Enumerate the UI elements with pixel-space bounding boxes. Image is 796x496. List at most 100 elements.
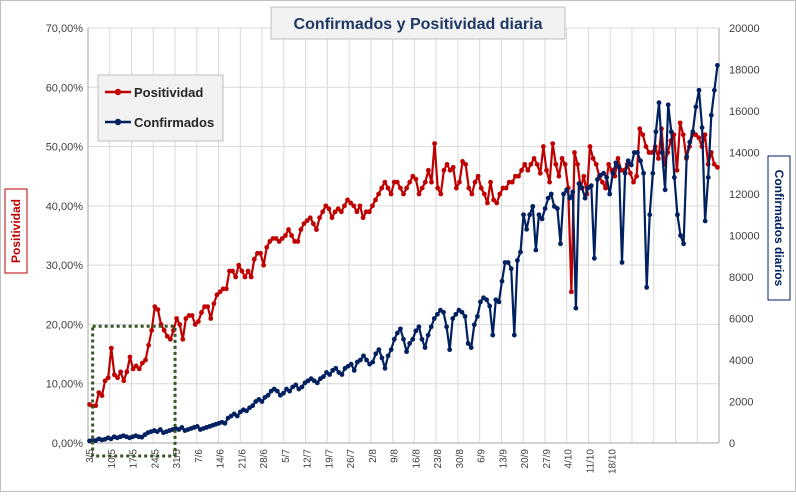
data-point-confirmados bbox=[699, 125, 705, 130]
data-point-positividad bbox=[301, 221, 307, 227]
data-point-positividad bbox=[307, 215, 313, 221]
data-point-confirmados bbox=[711, 87, 717, 93]
data-point-confirmados bbox=[641, 170, 646, 176]
data-point-confirmados bbox=[561, 191, 566, 197]
data-point-confirmados bbox=[499, 278, 505, 284]
data-point-positividad bbox=[522, 161, 528, 167]
x-tick-label: 19/7 bbox=[324, 449, 335, 469]
data-point-positividad bbox=[239, 268, 245, 274]
data-point-positividad bbox=[447, 167, 453, 173]
data-point-positividad bbox=[544, 167, 549, 173]
data-point-positividad bbox=[149, 327, 155, 333]
data-point-positividad bbox=[273, 236, 279, 241]
chart-title: Confirmados y Positividad diaria bbox=[270, 6, 566, 40]
data-point-positividad bbox=[93, 403, 99, 409]
data-point-confirmados bbox=[431, 316, 437, 321]
data-point-positividad bbox=[214, 292, 220, 298]
data-point-confirmados bbox=[428, 324, 434, 330]
data-point-positividad bbox=[702, 132, 708, 138]
data-point-confirmados bbox=[511, 332, 517, 338]
data-point-positividad bbox=[286, 227, 291, 232]
data-point-positividad bbox=[233, 274, 239, 280]
data-point-positividad bbox=[472, 179, 478, 185]
data-point-confirmados bbox=[656, 100, 662, 106]
y-left-tick-label: 60,00% bbox=[46, 82, 84, 94]
data-point-confirmados bbox=[595, 177, 600, 182]
data-point-positividad bbox=[422, 179, 428, 185]
data-point-positividad bbox=[466, 185, 472, 191]
data-point-positividad bbox=[606, 161, 612, 167]
data-point-confirmados bbox=[382, 365, 388, 371]
data-point-confirmados bbox=[222, 420, 228, 426]
data-point-positividad bbox=[152, 304, 158, 310]
data-point-confirmados bbox=[671, 175, 677, 180]
data-point-positividad bbox=[335, 206, 341, 212]
data-point-positividad bbox=[236, 262, 242, 268]
data-point-positividad bbox=[245, 268, 251, 274]
data-point-confirmados bbox=[265, 392, 271, 398]
data-point-confirmados bbox=[398, 326, 403, 332]
data-point-positividad bbox=[121, 378, 127, 384]
y-left-tick-label: 30,00% bbox=[46, 260, 84, 272]
data-point-positividad bbox=[124, 369, 130, 375]
data-point-positividad bbox=[581, 173, 587, 179]
data-point-positividad bbox=[167, 336, 173, 342]
data-point-positividad bbox=[289, 233, 294, 238]
data-point-confirmados bbox=[690, 129, 696, 135]
x-tick-label: 2/8 bbox=[368, 449, 379, 463]
data-point-positividad bbox=[373, 197, 378, 203]
data-point-positividad bbox=[603, 185, 608, 191]
data-point-confirmados bbox=[234, 413, 240, 419]
data-point-confirmados bbox=[401, 336, 406, 342]
data-point-positividad bbox=[463, 161, 469, 167]
data-point-confirmados bbox=[453, 311, 459, 317]
series-layer bbox=[87, 62, 720, 444]
data-point-positividad bbox=[345, 197, 350, 203]
data-point-positividad bbox=[161, 327, 167, 333]
data-point-confirmados bbox=[410, 336, 416, 342]
data-point-positividad bbox=[102, 378, 108, 384]
data-point-positividad bbox=[460, 158, 465, 164]
data-point-positividad bbox=[444, 161, 450, 167]
data-point-positividad bbox=[491, 197, 497, 203]
data-point-positividad bbox=[494, 200, 500, 206]
data-point-positividad bbox=[205, 304, 211, 310]
data-point-confirmados bbox=[484, 297, 490, 303]
data-point-positividad bbox=[217, 289, 223, 295]
data-point-positividad bbox=[199, 310, 204, 315]
data-point-confirmados bbox=[459, 309, 465, 315]
data-point-confirmados bbox=[521, 212, 526, 218]
data-point-confirmados bbox=[444, 324, 449, 330]
data-point-confirmados bbox=[558, 241, 563, 247]
data-point-positividad bbox=[488, 179, 493, 185]
x-tick-label: 3/5 bbox=[85, 449, 96, 463]
legend-swatch-marker bbox=[114, 88, 122, 96]
data-point-confirmados bbox=[299, 384, 305, 390]
data-point-positividad bbox=[379, 185, 385, 191]
data-point-positividad bbox=[531, 156, 537, 161]
x-tick-label: 18/10 bbox=[607, 449, 618, 474]
data-point-confirmados bbox=[601, 170, 606, 176]
data-point-confirmados bbox=[379, 355, 385, 361]
data-point-confirmados bbox=[668, 129, 674, 135]
data-point-positividad bbox=[304, 218, 310, 224]
data-point-positividad bbox=[593, 161, 599, 167]
data-point-positividad bbox=[177, 322, 183, 327]
data-point-confirmados bbox=[570, 189, 576, 195]
data-point-positividad bbox=[127, 354, 133, 360]
data-point-positividad bbox=[559, 156, 565, 161]
data-point-confirmados bbox=[274, 388, 280, 394]
data-point-confirmados bbox=[635, 150, 640, 155]
legend: Positividad Confirmados bbox=[97, 74, 224, 142]
data-point-positividad bbox=[600, 179, 605, 185]
x-tick-label: 30/8 bbox=[455, 449, 466, 469]
data-point-confirmados bbox=[490, 332, 496, 338]
data-point-positividad bbox=[146, 342, 152, 348]
data-point-positividad bbox=[357, 203, 363, 209]
data-point-confirmados bbox=[588, 183, 594, 189]
data-point-positividad bbox=[631, 179, 636, 185]
data-point-confirmados bbox=[542, 206, 548, 211]
highlight-rect bbox=[91, 324, 177, 458]
data-point-positividad bbox=[192, 322, 198, 327]
y-left-tick-label: 0,00% bbox=[52, 438, 83, 450]
